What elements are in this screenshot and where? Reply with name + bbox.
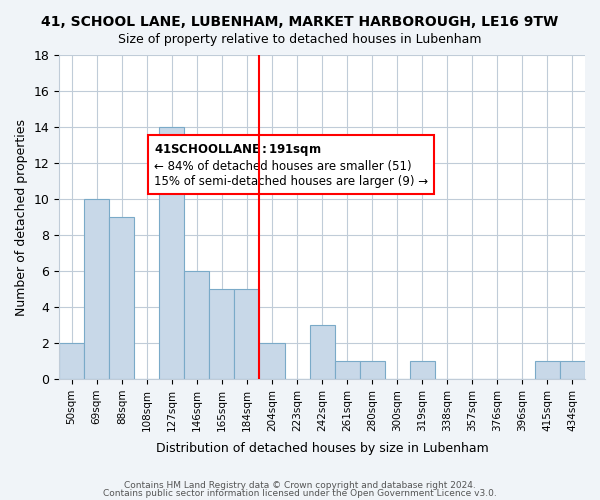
Bar (59, 343, 84, 379)
Bar (235, 289, 259, 379)
Text: 41, SCHOOL LANE, LUBENHAM, MARKET HARBOROUGH, LE16 9TW: 41, SCHOOL LANE, LUBENHAM, MARKET HARBOR… (41, 15, 559, 29)
Text: $\bf{41 SCHOOL LANE: 191sqm}$
← 84% of detached houses are smaller (51)
15% of s: $\bf{41 SCHOOL LANE: 191sqm}$ ← 84% of d… (154, 142, 428, 188)
Text: Size of property relative to detached houses in Lubenham: Size of property relative to detached ho… (118, 32, 482, 46)
Bar (209, 289, 235, 379)
X-axis label: Distribution of detached houses by size in Lubenham: Distribution of detached houses by size … (156, 442, 488, 455)
Bar (84, 199, 109, 379)
Text: Contains HM Land Registry data © Crown copyright and database right 2024.: Contains HM Land Registry data © Crown c… (124, 481, 476, 490)
Text: Contains public sector information licensed under the Open Government Licence v3: Contains public sector information licen… (103, 488, 497, 498)
Bar (359, 361, 385, 379)
Bar (410, 361, 435, 379)
Bar (259, 343, 284, 379)
Bar (535, 361, 560, 379)
Bar (160, 127, 184, 379)
Bar (109, 217, 134, 379)
Bar (310, 325, 335, 379)
Bar (560, 361, 585, 379)
Y-axis label: Number of detached properties: Number of detached properties (15, 118, 28, 316)
Bar (184, 271, 209, 379)
Bar (335, 361, 359, 379)
